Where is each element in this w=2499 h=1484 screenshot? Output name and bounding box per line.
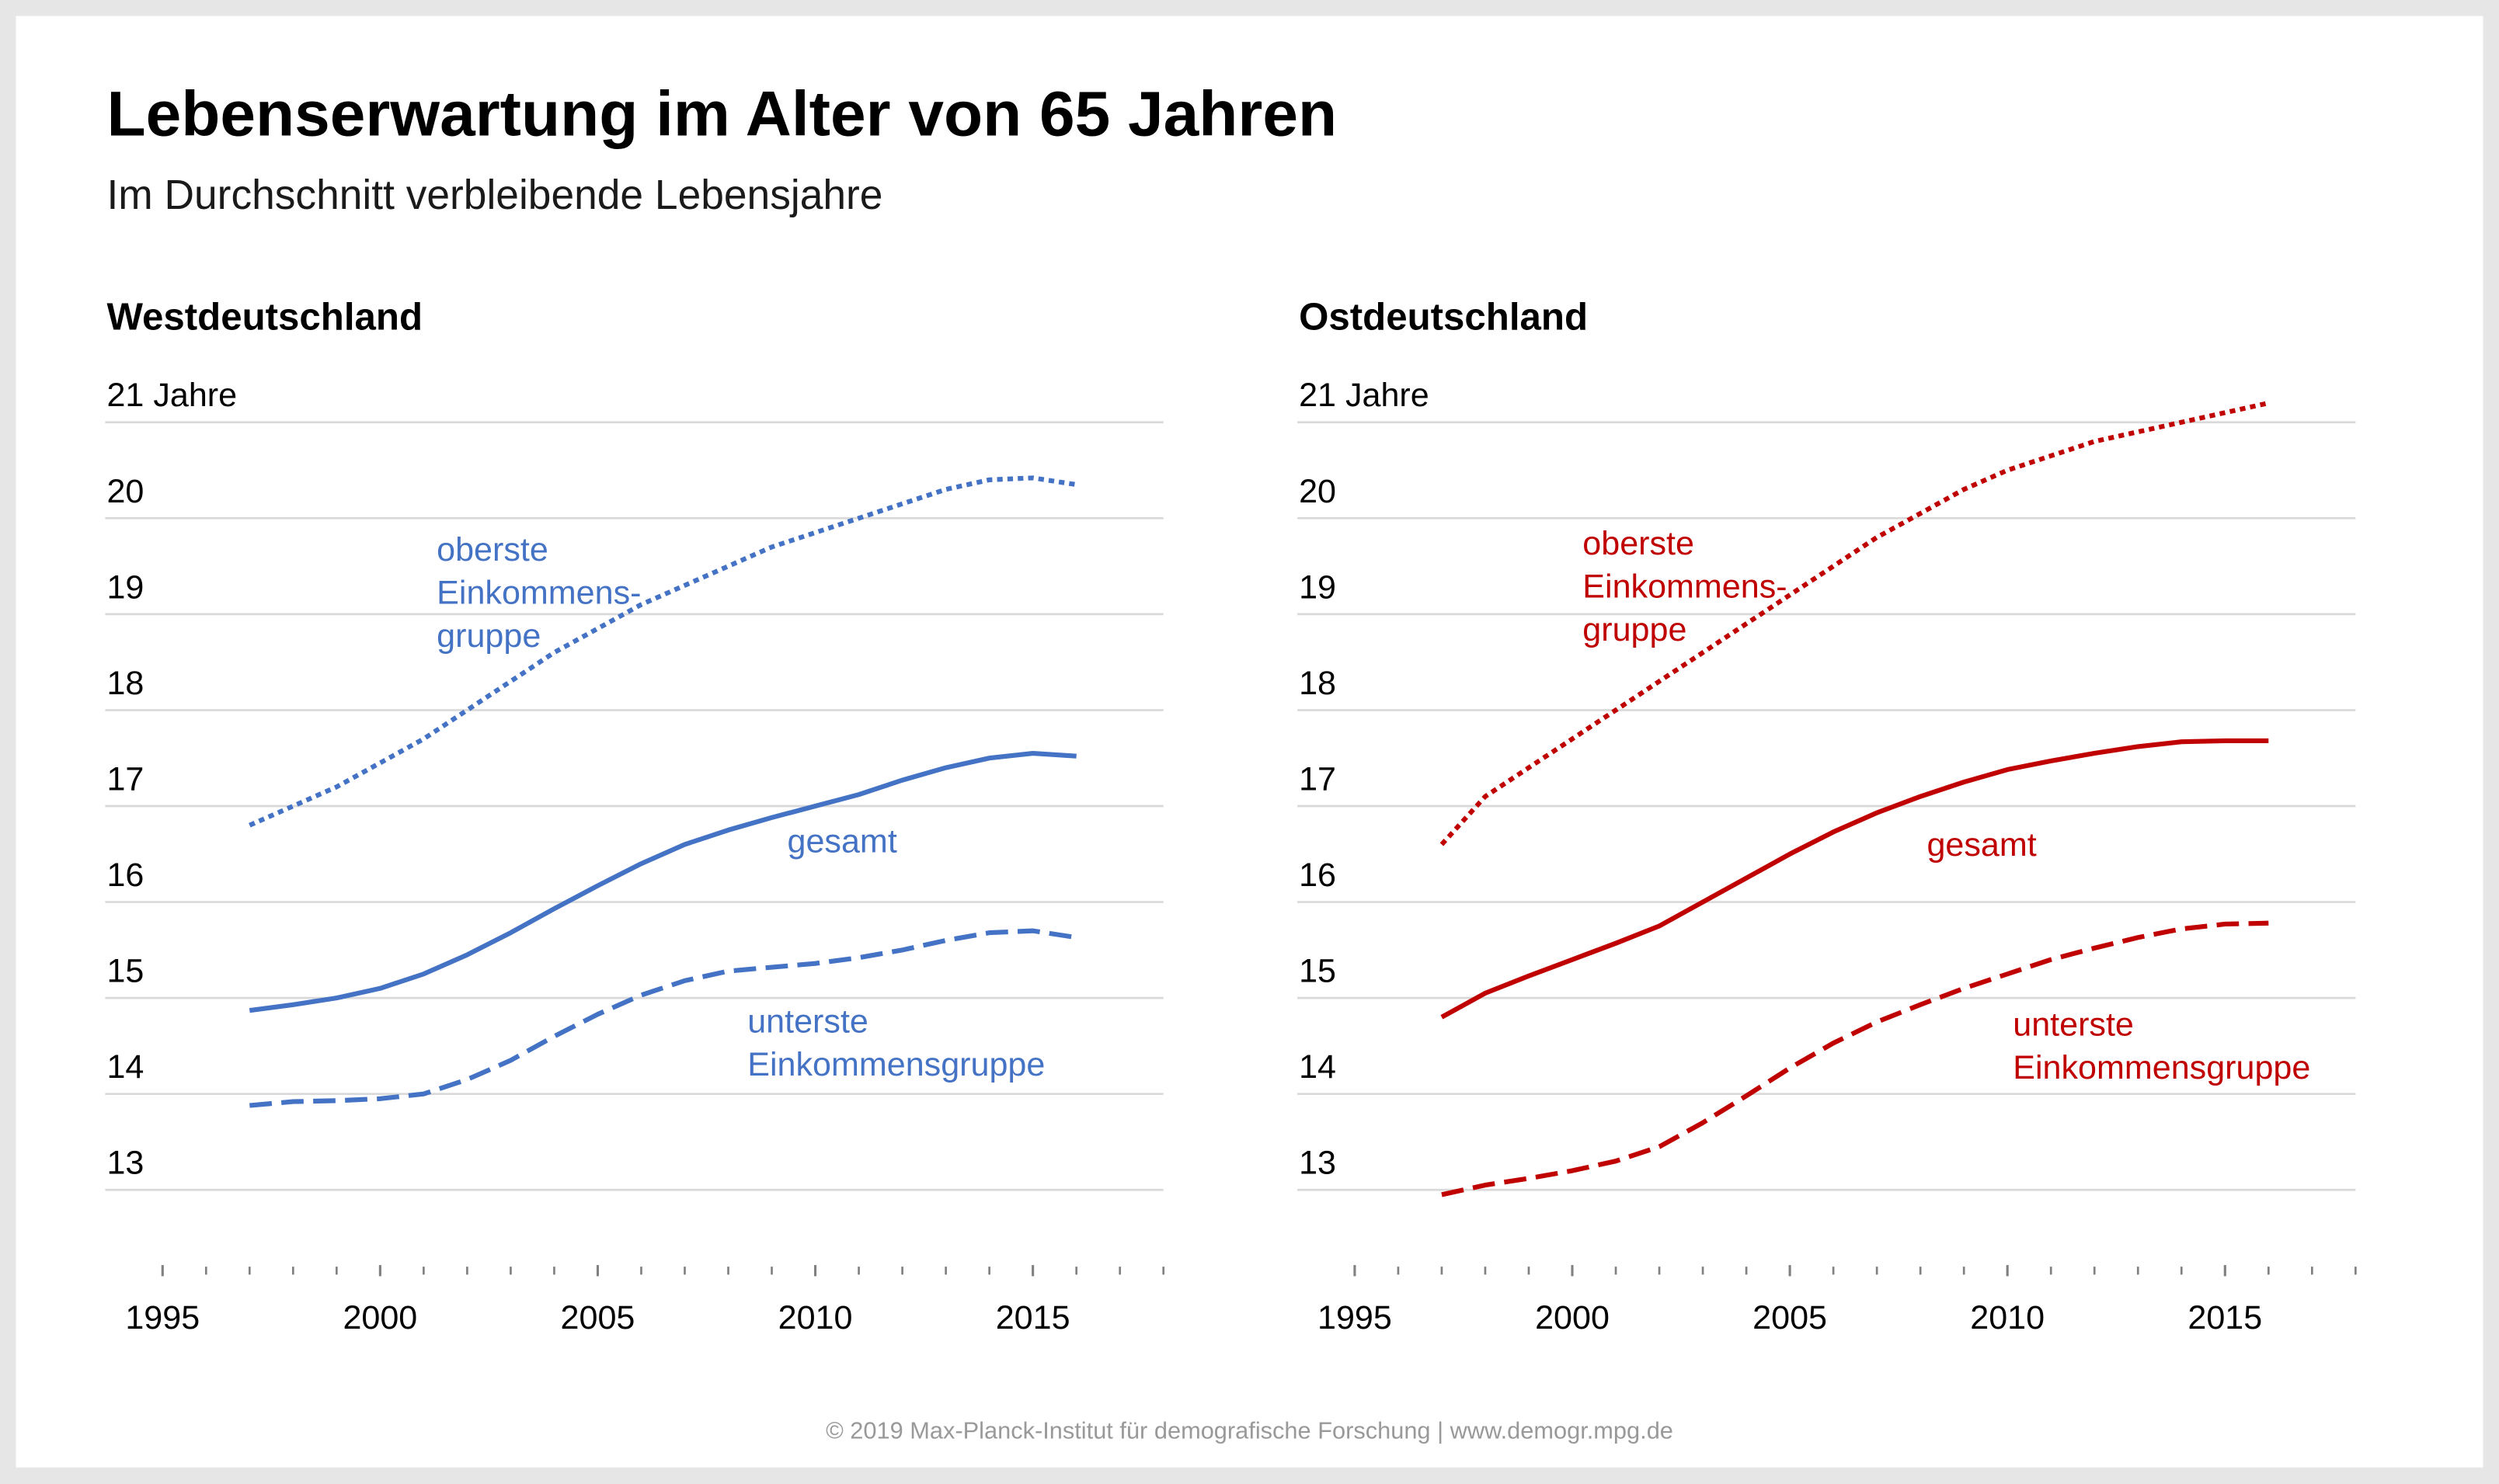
- series-label: oberste: [437, 531, 548, 568]
- x-tick-label: 2015: [996, 1299, 1070, 1336]
- x-tick-label: 2015: [2187, 1299, 2262, 1336]
- x-tick-label: 2000: [343, 1299, 417, 1336]
- x-tick-label: 1995: [125, 1299, 200, 1336]
- background: [16, 16, 2483, 1468]
- y-tick-label: 18: [106, 665, 144, 702]
- series-label: unterste: [747, 1003, 868, 1041]
- y-tick-label: 17: [1299, 760, 1336, 798]
- y-tick-label: 21 Jahre: [106, 377, 237, 414]
- series-label: gruppe: [1582, 611, 1686, 648]
- x-tick-label: 2005: [561, 1299, 635, 1336]
- line-series: [249, 928, 1077, 1108]
- line-series: [1441, 920, 2269, 1197]
- x-tick-label: 2000: [1535, 1299, 1610, 1336]
- x-tick-label: 2010: [1970, 1299, 2045, 1336]
- series-label: gesamt: [1926, 826, 2036, 864]
- panel-title: Ostdeutschland: [1299, 296, 1588, 339]
- y-tick-label: 15: [1299, 953, 1336, 990]
- subtitle: Im Durchschnitt verbleibende Lebensjahre: [106, 172, 882, 218]
- y-tick-label: 21 Jahre: [1299, 377, 1429, 414]
- y-tick-label: 20: [106, 473, 144, 510]
- series-label: Einkommensgruppe: [747, 1046, 1045, 1083]
- x-tick-label: 2005: [1752, 1299, 1827, 1336]
- series-label: oberste: [1582, 525, 1694, 562]
- y-tick-label: 18: [1299, 665, 1336, 702]
- title: Lebenserwartung im Alter von 65 Jahren: [106, 78, 1337, 149]
- y-tick-label: 14: [106, 1048, 144, 1086]
- y-tick-label: 16: [1299, 857, 1336, 894]
- series-label: Einkommens-: [437, 575, 641, 612]
- line-series: [1440, 738, 2269, 1020]
- y-tick-label: 19: [106, 568, 144, 606]
- y-tick-label: 17: [106, 760, 144, 798]
- x-tick-label: 2010: [778, 1299, 853, 1336]
- y-tick-label: 20: [1299, 473, 1336, 510]
- y-tick-label: 16: [106, 857, 144, 894]
- series-label: Einkommens-: [1582, 568, 1787, 605]
- y-tick-label: 13: [106, 1145, 144, 1182]
- series-label: Einkommensgruppe: [2013, 1049, 2310, 1086]
- source: © 2019 Max-Planck-Institut für demografi…: [826, 1417, 1673, 1444]
- panel-title: Westdeutschland: [106, 296, 423, 339]
- series-label: gruppe: [437, 617, 541, 655]
- y-tick-label: 14: [1299, 1048, 1336, 1086]
- y-tick-label: 13: [1299, 1145, 1336, 1182]
- series-label: unterste: [2013, 1006, 2134, 1044]
- x-tick-label: 1995: [1317, 1299, 1392, 1336]
- line-series: [249, 475, 1077, 828]
- y-tick-label: 15: [106, 953, 144, 990]
- line-series: [249, 750, 1077, 1013]
- y-tick-label: 19: [1299, 568, 1336, 606]
- series-label: gesamt: [788, 823, 897, 860]
- line-series: [1439, 401, 2269, 846]
